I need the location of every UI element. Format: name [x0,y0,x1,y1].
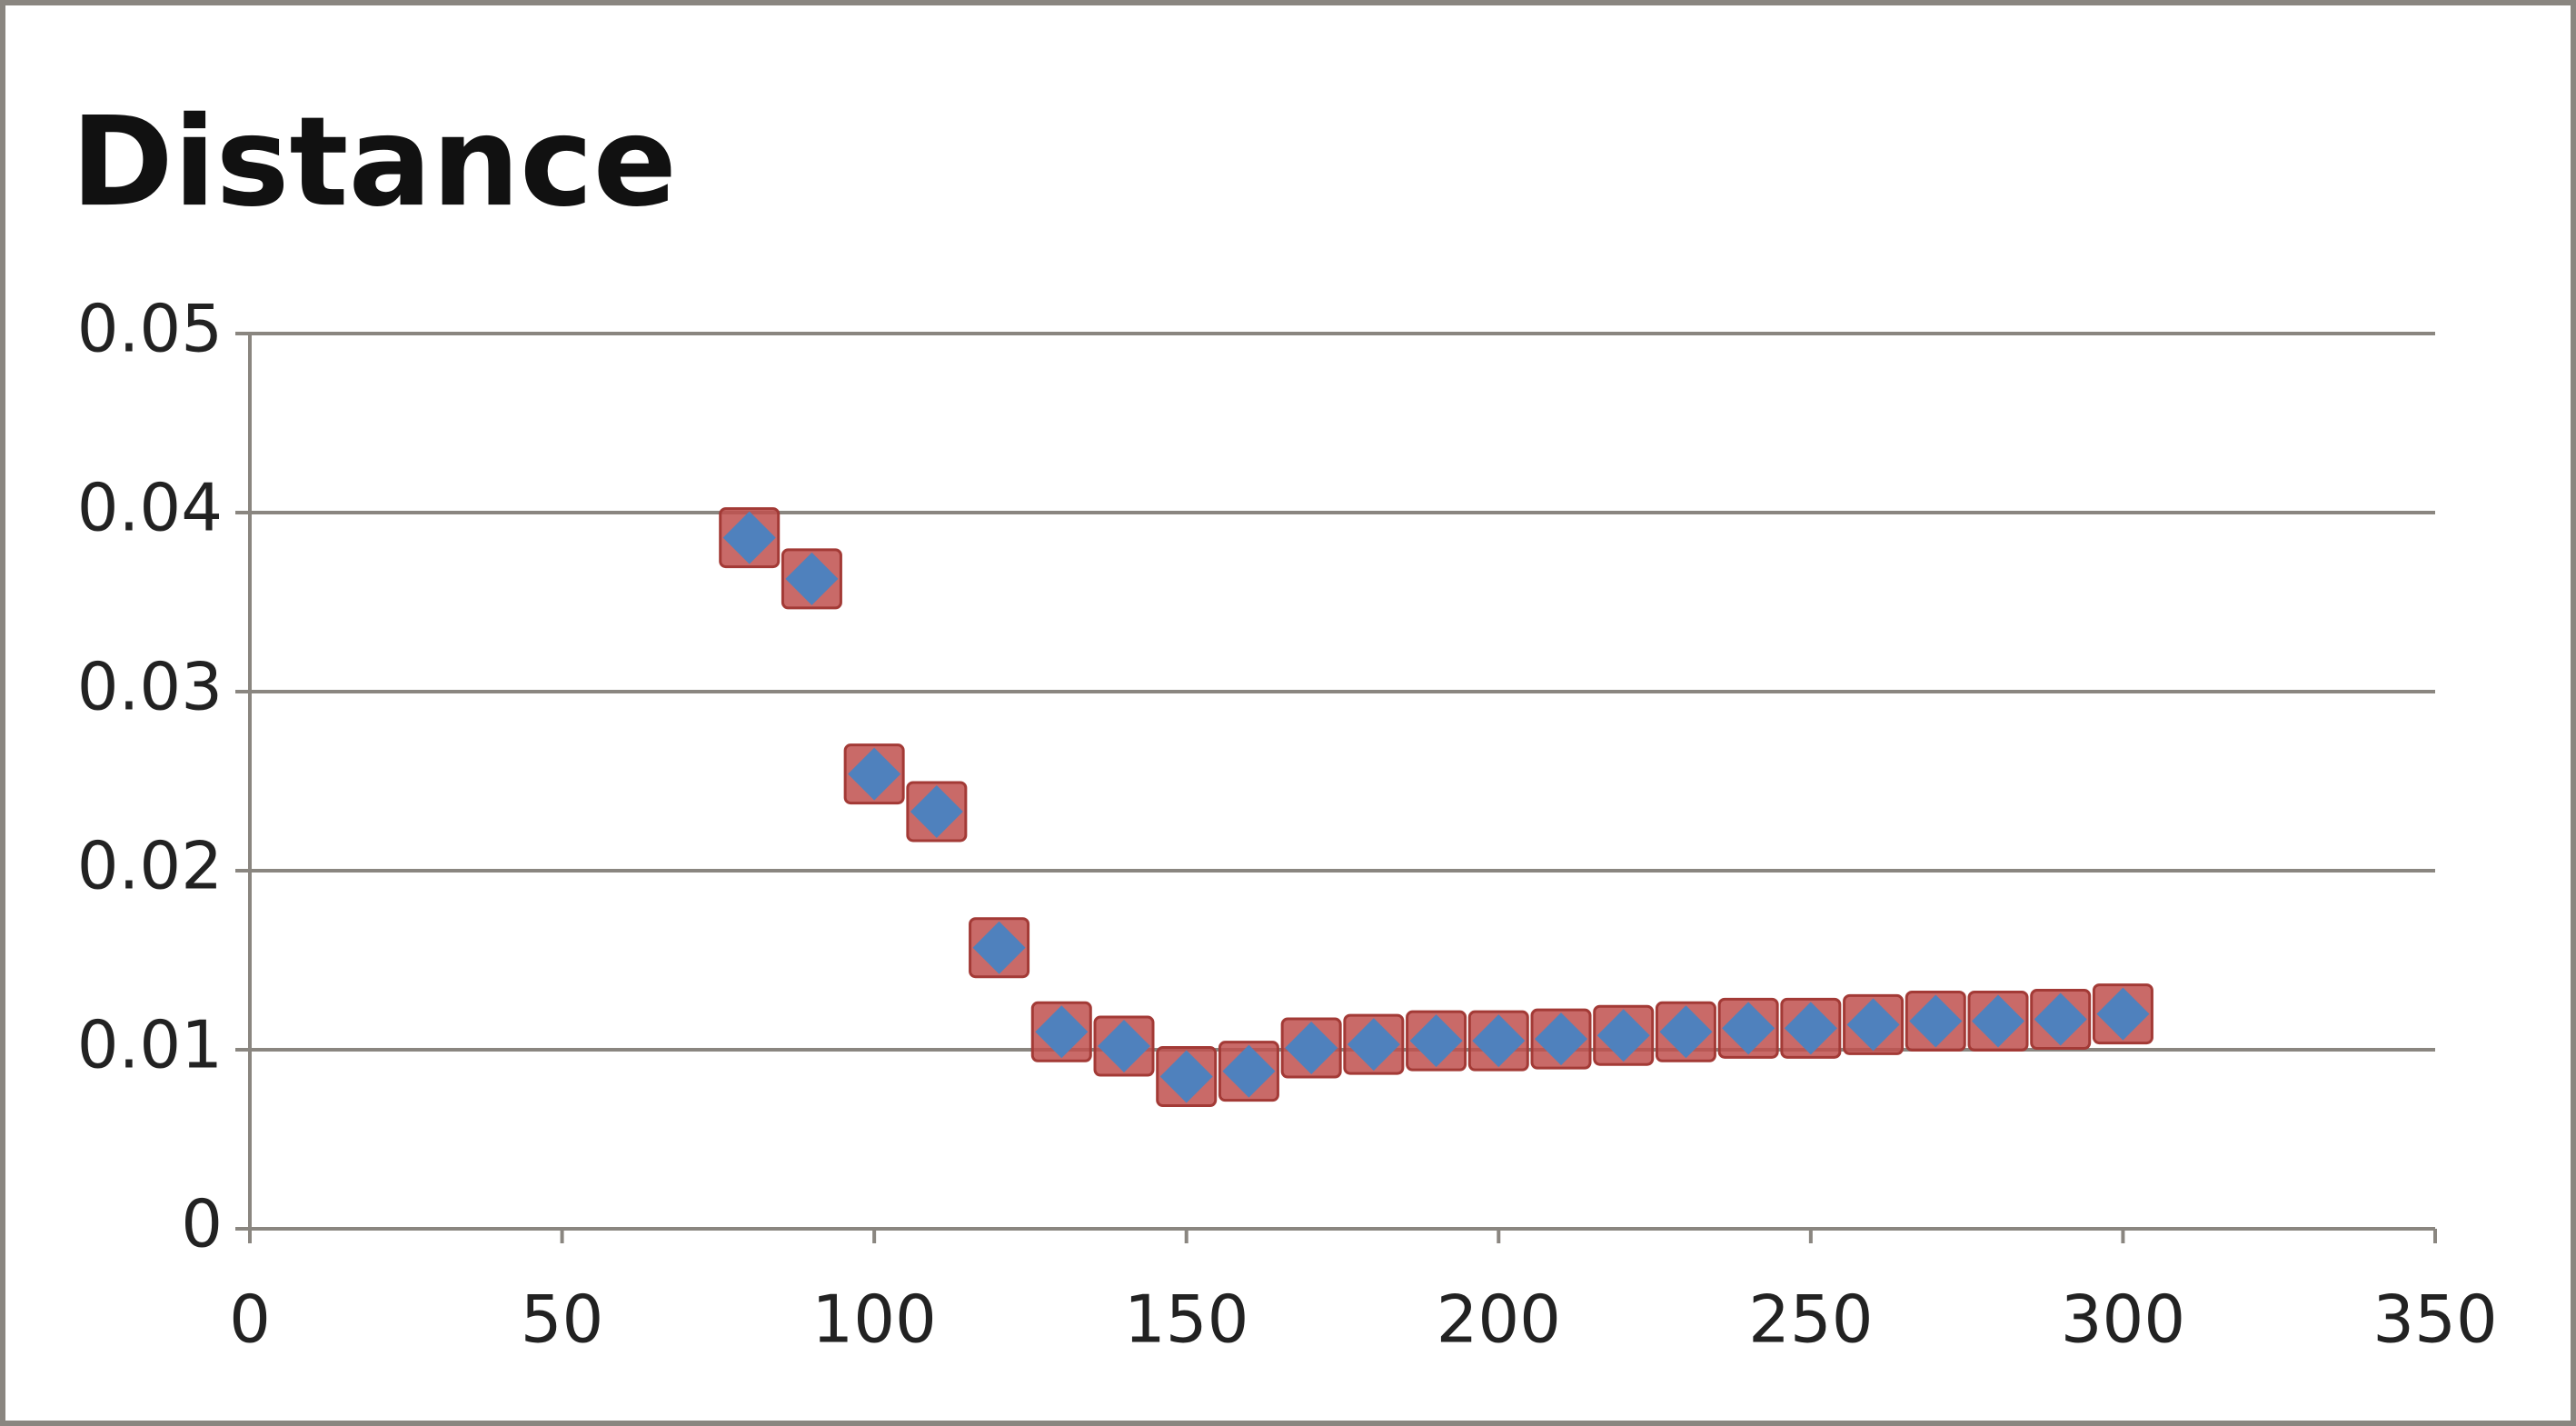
x-tick-label: 250 [1748,1281,1873,1358]
data-point [785,552,839,605]
x-tick-label: 100 [811,1281,936,1358]
x-tick-label: 0 [229,1281,271,1358]
y-tick-label: 0.04 [77,470,223,546]
x-tick-label: 50 [521,1281,604,1358]
data-point [1909,994,1963,1048]
y-tick-label: 0.05 [77,291,223,367]
data-point [1535,1012,1587,1066]
data-point [722,511,776,564]
x-tick-label: 150 [1124,1281,1248,1358]
y-tick-label: 0.02 [77,828,223,904]
data-point [1846,998,1900,1052]
x-tick-label: 200 [1437,1281,1561,1358]
data-point [1972,994,2024,1048]
data-point [1596,1009,1650,1062]
data-point [1035,1005,1089,1059]
data-point [848,747,901,801]
y-tick-label: 0 [181,1186,223,1262]
data-point [2034,992,2087,1046]
y-tick-label: 0.03 [77,649,223,725]
y-tick-label: 0.01 [77,1007,223,1083]
data-point [1659,1005,1713,1059]
chart-title: Distance [71,91,677,234]
data-point [1472,1014,1526,1068]
data-point [1222,1044,1276,1098]
data-point [972,921,1026,974]
data-point [1285,1022,1338,1075]
data-point [1159,1050,1213,1103]
x-tick-label: 300 [2061,1281,2185,1358]
data-point [2096,987,2150,1041]
data-point [1722,1002,1775,1055]
data-point [1784,1002,1837,1055]
data-point [1409,1014,1463,1068]
data-point [1098,1020,1150,1073]
x-tick-label: 350 [2372,1281,2497,1358]
data-point [1347,1018,1400,1072]
data-point [910,784,963,838]
